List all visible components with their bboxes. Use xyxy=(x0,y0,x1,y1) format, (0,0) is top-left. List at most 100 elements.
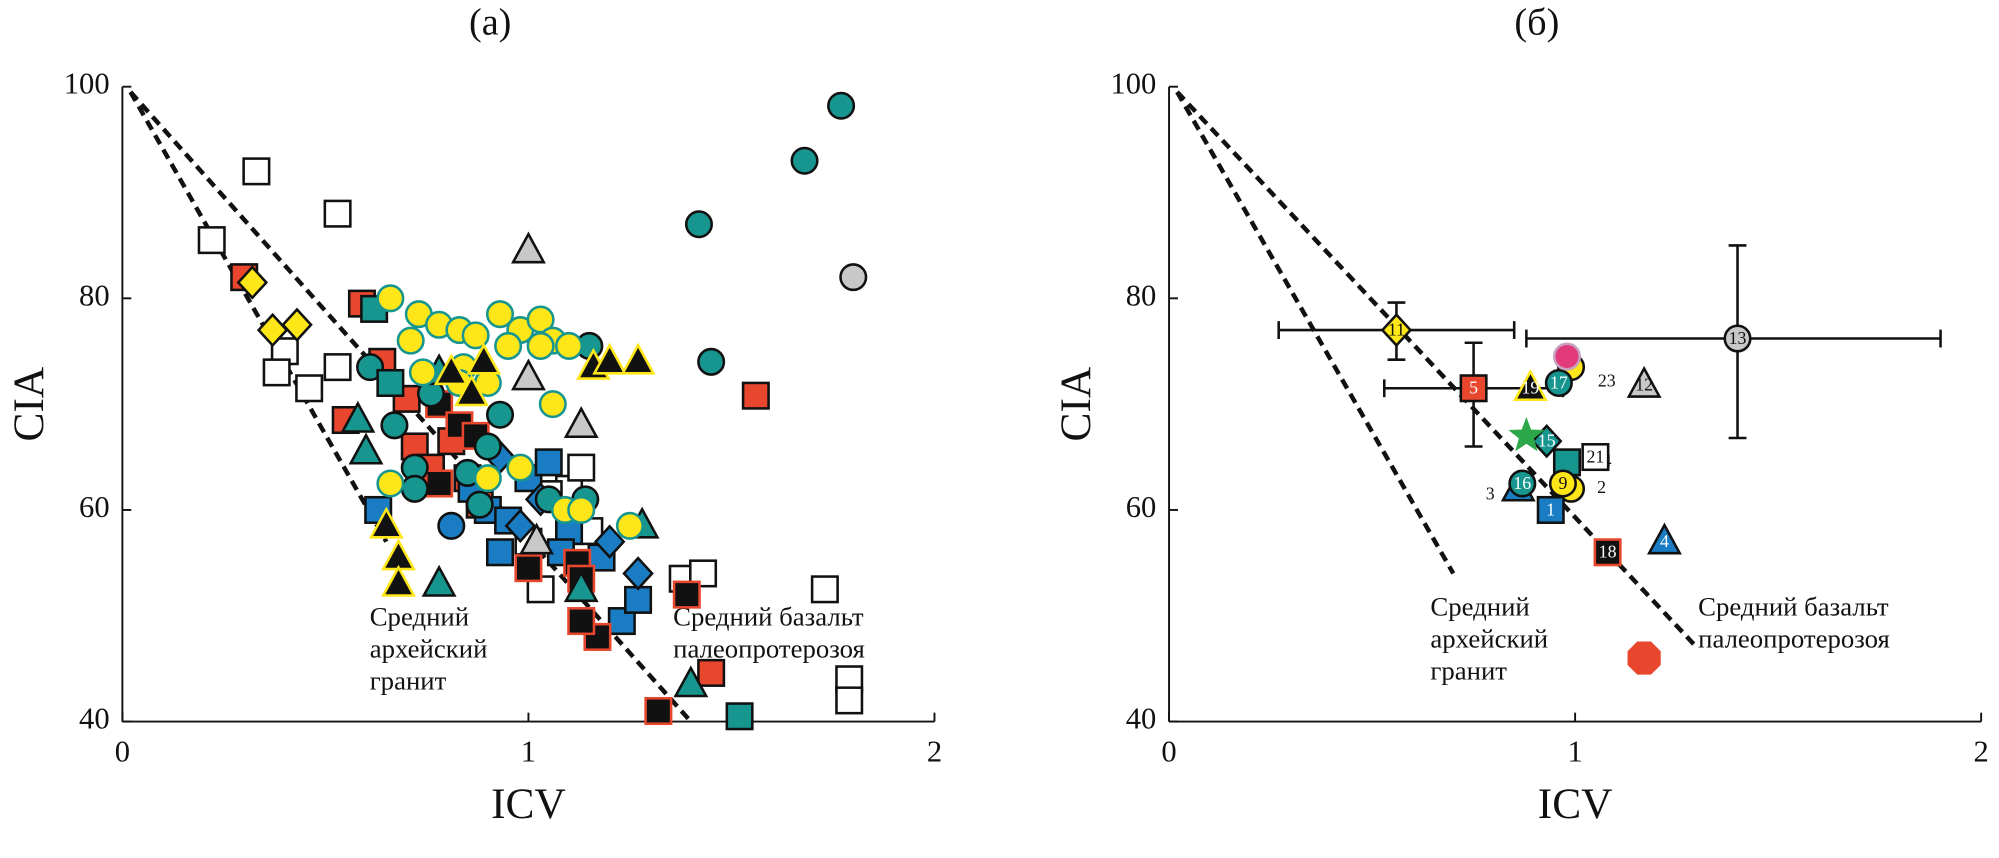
point-label: 18 xyxy=(1599,542,1617,562)
point-label: 17 xyxy=(1550,372,1568,392)
point xyxy=(526,331,555,360)
point xyxy=(620,342,656,375)
x-axis-label: ICV xyxy=(491,780,566,828)
point xyxy=(684,210,713,239)
point xyxy=(673,665,709,698)
point xyxy=(725,702,754,731)
point xyxy=(295,374,324,403)
point-label: 9 xyxy=(1558,473,1567,493)
annotation: Средний xyxy=(1430,592,1529,622)
annotation: архейский xyxy=(370,634,488,664)
point xyxy=(1723,324,1752,353)
point xyxy=(323,199,352,228)
point xyxy=(437,511,466,540)
point xyxy=(1508,469,1537,498)
point xyxy=(197,226,226,255)
point xyxy=(506,453,535,482)
annotation: палеопротерозоя xyxy=(673,634,865,664)
x-axis-label: ICV xyxy=(1538,780,1613,828)
point xyxy=(323,353,352,382)
annotation: Средний базальт xyxy=(1698,592,1889,622)
annotation: Средний базальт xyxy=(673,602,864,632)
point xyxy=(236,265,269,300)
reference-line xyxy=(128,90,389,543)
point xyxy=(1536,495,1565,524)
point xyxy=(607,607,636,636)
point xyxy=(461,321,490,350)
annotation: гранит xyxy=(1430,655,1507,685)
annotation: гранит xyxy=(370,665,447,695)
point xyxy=(473,464,502,493)
y-tick-label: 100 xyxy=(64,67,110,101)
point xyxy=(510,231,546,264)
point xyxy=(262,358,291,387)
point-label: 11 xyxy=(1388,319,1405,339)
point xyxy=(519,522,555,555)
point xyxy=(514,554,543,583)
point xyxy=(376,284,405,313)
point xyxy=(504,508,537,544)
point xyxy=(593,524,626,559)
point xyxy=(741,381,770,410)
annotation: палеопротерозоя xyxy=(1698,623,1890,653)
point xyxy=(1552,342,1582,371)
point xyxy=(400,474,429,503)
point-label: 1 xyxy=(1546,499,1555,519)
y-tick-label: 100 xyxy=(1110,67,1156,101)
point xyxy=(421,564,457,597)
point xyxy=(567,495,596,524)
point xyxy=(835,686,864,715)
point xyxy=(567,607,596,636)
y-axis-label: CIA xyxy=(1052,367,1100,442)
point xyxy=(433,353,469,386)
y-tick-label: 80 xyxy=(79,278,110,312)
y-tick-label: 60 xyxy=(1126,490,1157,524)
x-tick-label: 0 xyxy=(115,735,130,769)
point-label: 16 xyxy=(1513,473,1531,493)
point xyxy=(827,91,856,120)
point xyxy=(790,146,819,175)
point xyxy=(1593,538,1622,567)
point xyxy=(376,368,405,398)
point xyxy=(592,342,628,375)
point-label: 5 xyxy=(1469,378,1478,398)
point xyxy=(1544,368,1573,398)
point xyxy=(1380,312,1413,348)
point xyxy=(485,400,515,429)
y-tick-label: 80 xyxy=(1126,278,1157,312)
point xyxy=(1459,374,1488,403)
point xyxy=(408,358,437,387)
point xyxy=(622,556,654,591)
point xyxy=(538,390,567,419)
y-axis-label: CIA xyxy=(5,367,53,442)
point xyxy=(368,506,404,539)
chart-title: (б) xyxy=(1514,1,1559,43)
point-label: 12 xyxy=(1635,374,1653,394)
x-tick-label: 1 xyxy=(1567,735,1582,769)
point xyxy=(376,469,405,498)
point xyxy=(396,326,425,355)
point xyxy=(563,406,599,439)
point xyxy=(1627,641,1661,675)
point xyxy=(242,157,271,186)
point xyxy=(485,300,515,329)
x-tick-label: 2 xyxy=(927,735,942,769)
point xyxy=(534,448,563,477)
y-tick-label: 40 xyxy=(1126,702,1157,736)
point xyxy=(494,331,523,360)
point xyxy=(425,469,454,498)
y-tick-label: 40 xyxy=(79,702,110,736)
point-label: 23 xyxy=(1598,370,1616,390)
point xyxy=(485,538,515,567)
point-label: 13 xyxy=(1729,328,1747,348)
point xyxy=(348,432,384,465)
point xyxy=(672,580,701,609)
x-tick-label: 1 xyxy=(521,735,536,769)
point xyxy=(839,263,868,292)
point xyxy=(555,331,584,360)
point-label: 19 xyxy=(1522,378,1540,398)
point-label: 2 xyxy=(1597,477,1606,497)
annotation: Средний xyxy=(370,602,469,632)
point xyxy=(583,622,612,651)
point xyxy=(1646,522,1682,555)
